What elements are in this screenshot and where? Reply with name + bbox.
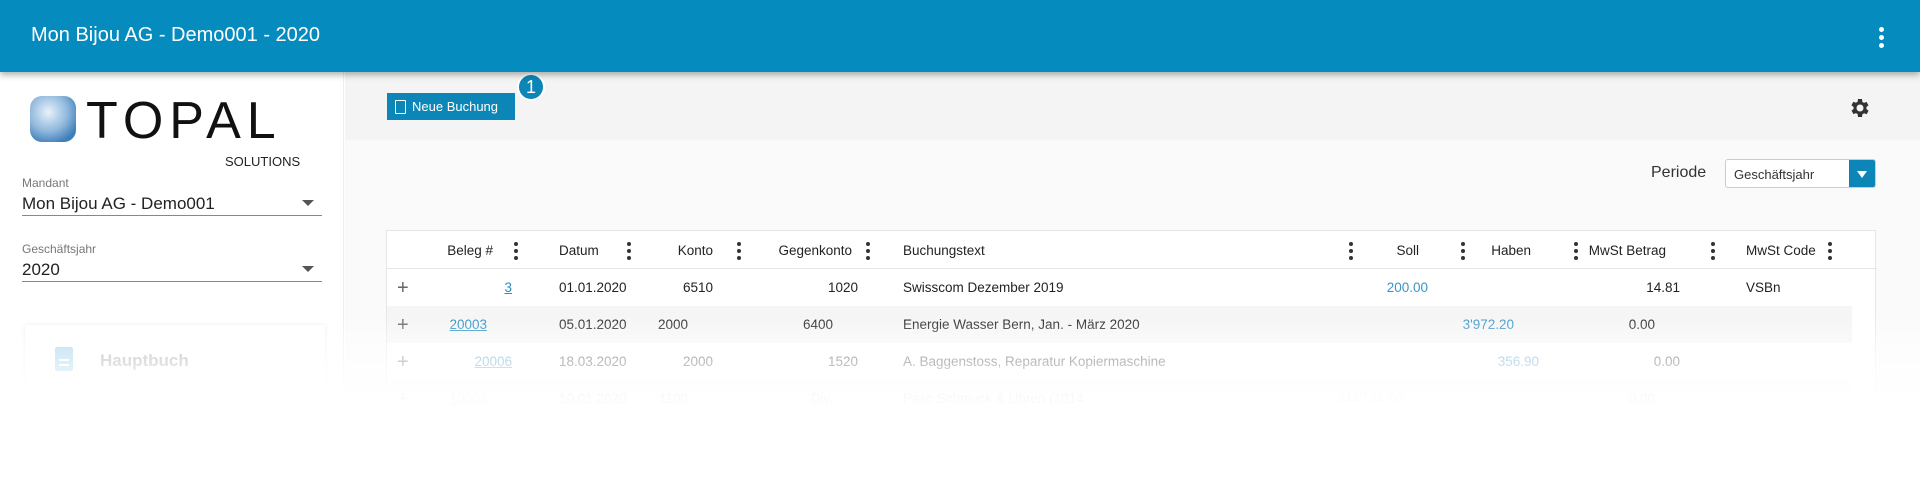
expand-icon[interactable]: + [397,277,409,299]
cell-buchungstext: A. Baggenstoss, Reparatur Kopiermaschine [903,354,1166,369]
periode-select[interactable]: Geschäftsjahr [1725,159,1876,188]
cell-buchungstext: Swisscom Dezember 2019 [903,280,1064,295]
main-content: Neue Buchung 1 Periode Geschäftsjahr Bel… [345,72,1920,502]
col-haben[interactable]: Haben [1491,243,1531,258]
column-menu-icon[interactable] [1349,242,1353,260]
col-gegenkonto[interactable]: Gegenkonto [778,243,852,258]
logo-subtitle: SOLUTIONS [225,154,300,169]
nav-item-label: Hauptbuch [100,351,189,370]
cell-datum: 01.01.2020 [559,280,627,295]
column-menu-icon[interactable] [514,242,518,260]
cell-haben: 356.90 [1497,354,1539,369]
table-row[interactable]: +20003 05.01.2020 2000 6400 Energie Wasser B… [387,306,1852,343]
new-booking-label: Neue Buchung [412,99,499,114]
column-menu-icon[interactable] [737,242,741,260]
cell-haben: 3'972.20 [1462,317,1514,332]
cell-gegenkonto: 1520 [827,354,858,369]
gear-icon[interactable] [1848,96,1872,120]
col-datum[interactable]: Datum [559,243,599,258]
cell-konto: 2000 [682,354,713,369]
col-soll[interactable]: Soll [1396,243,1419,258]
year-value: 2020 [22,260,60,279]
cell-mwst-code: VSBn [1746,280,1781,295]
cell-datum: 10.01.2020 [559,391,627,406]
expand-icon[interactable]: + [397,388,409,410]
sidebar: TOPAL SOLUTIONS Mandant Mon Bijou AG - D… [0,72,344,502]
col-buchungstext[interactable]: Buchungstext [903,243,985,258]
col-mwst-code[interactable]: MwSt Code [1746,243,1816,258]
mandant-select[interactable]: Mandant Mon Bijou AG - Demo001 [22,176,322,216]
cell-buchungstext: Pasc Schmuck & Uhren (1014 [903,391,1084,406]
logo-wordmark: TOPAL [86,92,282,150]
beleg-link[interactable]: 3 [504,280,512,295]
document-icon [55,347,73,371]
cell-soll: 200.00 [1386,280,1428,295]
cell-soll: 344'184.00 [1336,391,1403,406]
expand-icon[interactable]: + [397,351,409,373]
table-row[interactable]: +10003 10.01.2020 1100 Div. Pasc Schmuck & U… [387,380,1852,417]
toolbar: Neue Buchung 1 [345,72,1920,140]
app-header: Mon Bijou AG - Demo001 - 2020 [0,0,1920,72]
more-menu-icon[interactable] [1879,27,1884,48]
periode-value: Geschäftsjahr [1734,167,1815,182]
table-row[interactable]: +3 01.01.2020 6510 1020 Swisscom Dezember 20… [387,269,1877,306]
column-menu-icon[interactable] [1828,242,1832,260]
year-select[interactable]: Geschäftsjahr 2020 [22,242,322,282]
column-menu-icon[interactable] [627,242,631,260]
cell-mwst-betrag: 0.00 [1628,317,1655,332]
periode-label: Periode [1651,164,1707,181]
chevron-down-icon [302,200,314,206]
beleg-link[interactable]: 20003 [449,317,487,332]
column-menu-icon[interactable] [1574,242,1578,260]
cell-gegenkonto: 6400 [802,317,833,332]
column-menu-icon[interactable] [1461,242,1465,260]
cell-mwst-betrag: 0.00 [1628,391,1655,406]
beleg-link[interactable]: 10003 [449,391,487,406]
cell-mwst-betrag: 0.00 [1653,354,1680,369]
column-menu-icon[interactable] [866,242,870,260]
col-konto[interactable]: Konto [677,243,713,258]
col-beleg[interactable]: Beleg # [447,243,493,258]
table-header: Beleg # Datum Konto Gegenkonto Buchungst… [387,231,1877,269]
beleg-link[interactable]: 20006 [474,354,512,369]
cell-konto: 6510 [682,280,713,295]
cell-datum: 05.01.2020 [559,317,627,332]
table-row[interactable]: +20006 18.03.2020 2000 1520 A. Baggenstoss, … [387,343,1877,380]
step-badge: 1 [517,73,545,101]
cell-gegenkonto: Div. [810,391,833,406]
col-mwst-betrag[interactable]: MwSt Betrag [1588,243,1666,258]
bookings-table: Beleg # Datum Konto Gegenkonto Buchungst… [386,230,1877,502]
column-menu-icon[interactable] [1711,242,1715,260]
mandant-label: Mandant [22,176,69,190]
chevron-down-icon[interactable] [1849,160,1875,187]
cell-datum: 18.03.2020 [559,354,627,369]
new-booking-button[interactable]: Neue Buchung [387,93,515,120]
topal-logo: TOPAL SOLUTIONS [30,92,300,169]
cell-konto: 1100 [658,391,688,406]
cell-gegenkonto: 1020 [827,280,858,295]
cell-mwst-betrag: 14.81 [1646,280,1680,295]
expand-icon[interactable]: + [397,314,409,336]
nav-item-hauptbuch[interactable]: Hauptbuch [25,325,325,405]
chevron-down-icon [302,266,314,272]
document-icon [395,99,406,114]
mandant-value: Mon Bijou AG - Demo001 [22,194,215,213]
year-label: Geschäftsjahr [22,242,97,256]
cell-buchungstext: Energie Wasser Bern, Jan. - März 2020 [903,317,1140,332]
cell-konto: 2000 [657,317,688,332]
app-title: Mon Bijou AG - Demo001 - 2020 [31,24,321,46]
